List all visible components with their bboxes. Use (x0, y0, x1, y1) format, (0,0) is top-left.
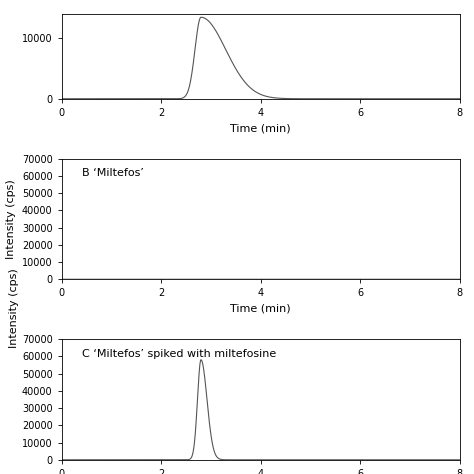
Text: Intensity (cps): Intensity (cps) (9, 268, 19, 348)
Text: B ‘Miltefos’: B ‘Miltefos’ (82, 168, 144, 178)
X-axis label: Time (min): Time (min) (230, 304, 291, 314)
Y-axis label: Intensity (cps): Intensity (cps) (6, 179, 16, 259)
Text: C ‘Miltefos’ spiked with miltefosine: C ‘Miltefos’ spiked with miltefosine (82, 349, 276, 359)
X-axis label: Time (min): Time (min) (230, 123, 291, 133)
